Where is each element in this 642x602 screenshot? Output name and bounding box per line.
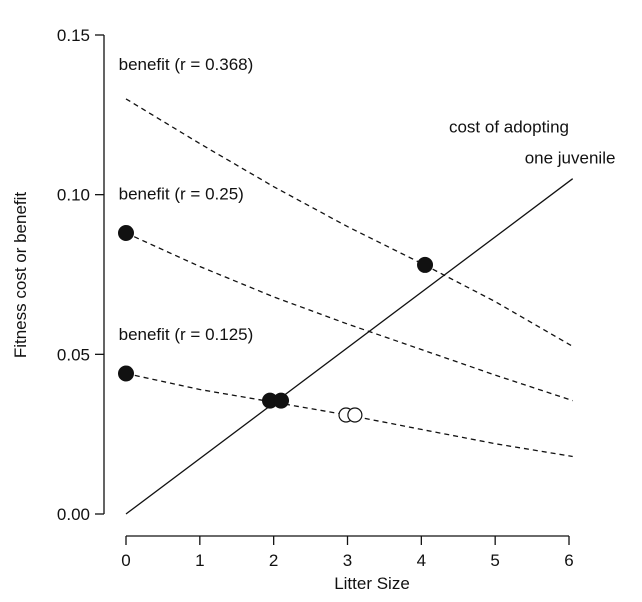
filled-point bbox=[273, 392, 290, 409]
x-tick-label: 6 bbox=[564, 551, 573, 570]
series-line-2 bbox=[125, 232, 573, 402]
y-axis-title: Fitness cost or benefit bbox=[11, 192, 30, 359]
y-tick-label: 0.05 bbox=[57, 345, 90, 364]
x-tick-label: 2 bbox=[269, 551, 278, 570]
x-tick-label: 0 bbox=[121, 551, 130, 570]
data-points bbox=[118, 224, 434, 423]
filled-point bbox=[417, 256, 434, 273]
y-tick-label: 0.00 bbox=[57, 505, 90, 524]
filled-point bbox=[118, 224, 134, 241]
x-tick-label: 4 bbox=[417, 551, 426, 570]
annotation-label: cost of adopting bbox=[449, 117, 569, 136]
annotation-label: benefit (r = 0.368) bbox=[119, 55, 254, 74]
annotation-label: one juvenile bbox=[525, 149, 616, 168]
y-tick-label: 0.15 bbox=[57, 26, 90, 45]
x-tick-label: 1 bbox=[195, 551, 204, 570]
axes: 0.00 0.05 0.10 0.15 0 1 2 3 4 5 6 bbox=[57, 26, 574, 570]
annotations: benefit (r = 0.368) benefit (r = 0.25) ben… bbox=[119, 55, 616, 344]
x-tick-label: 3 bbox=[343, 551, 352, 570]
open-point bbox=[347, 407, 363, 423]
series-line-0 bbox=[125, 178, 574, 515]
annotation-label: benefit (r = 0.125) bbox=[119, 325, 254, 344]
x-tick-label: 5 bbox=[490, 551, 499, 570]
x-axis-title: Litter Size bbox=[334, 574, 410, 593]
series-line-1 bbox=[125, 98, 574, 347]
y-tick-label: 0.10 bbox=[57, 186, 90, 205]
filled-point bbox=[118, 365, 134, 382]
annotation-label: benefit (r = 0.25) bbox=[119, 184, 244, 203]
series-lines bbox=[125, 98, 574, 515]
